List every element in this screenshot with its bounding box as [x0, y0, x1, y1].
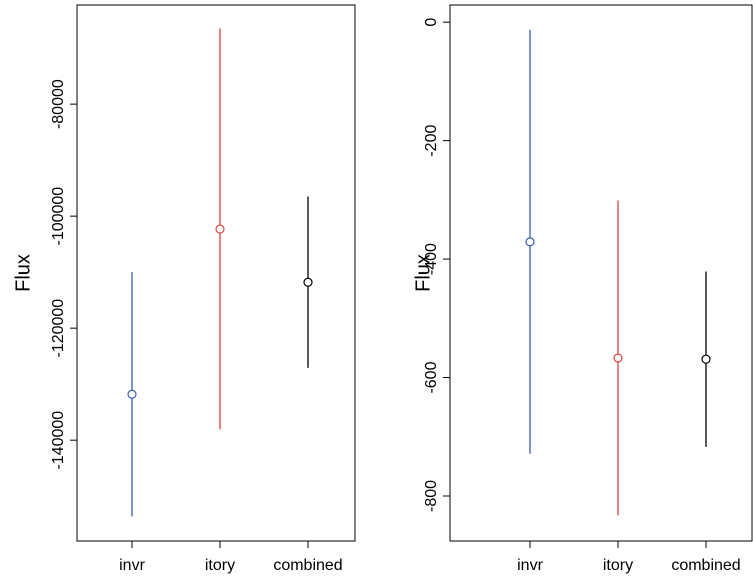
y-axis-label: Flux: [12, 254, 34, 292]
point: [303, 277, 313, 287]
plot-box: [449, 4, 753, 542]
x-tick-label: combined: [273, 557, 342, 574]
x-tick-label: itory: [603, 557, 633, 574]
x-tick-label: invr: [517, 557, 543, 574]
y-tick-label: -80000: [50, 79, 67, 129]
point: [215, 224, 225, 234]
y-tick-label: -120000: [50, 299, 67, 358]
plot-box: [76, 4, 356, 542]
y-tick-label: -140000: [50, 411, 67, 470]
y-tick-label: 0: [423, 18, 440, 27]
y-axis-label: Flux: [412, 254, 434, 292]
x-tick-label: itory: [205, 557, 235, 574]
x-tick-label: invr: [119, 557, 145, 574]
y-tick-label: -200: [423, 125, 440, 157]
y-tick-label: -400: [423, 243, 440, 275]
point: [525, 237, 535, 247]
point: [127, 389, 137, 399]
point: [701, 354, 711, 364]
y-tick-label: -600: [423, 361, 440, 393]
point: [613, 353, 623, 363]
y-tick-label: -100000: [50, 187, 67, 246]
y-tick-label: -800: [423, 480, 440, 512]
x-tick-label: combined: [671, 557, 740, 574]
